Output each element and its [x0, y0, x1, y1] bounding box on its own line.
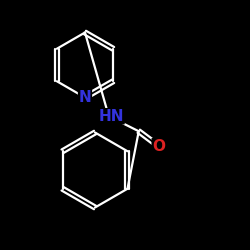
Text: O: O	[152, 139, 165, 154]
Text: HN: HN	[98, 109, 124, 124]
Text: N: N	[78, 90, 92, 105]
